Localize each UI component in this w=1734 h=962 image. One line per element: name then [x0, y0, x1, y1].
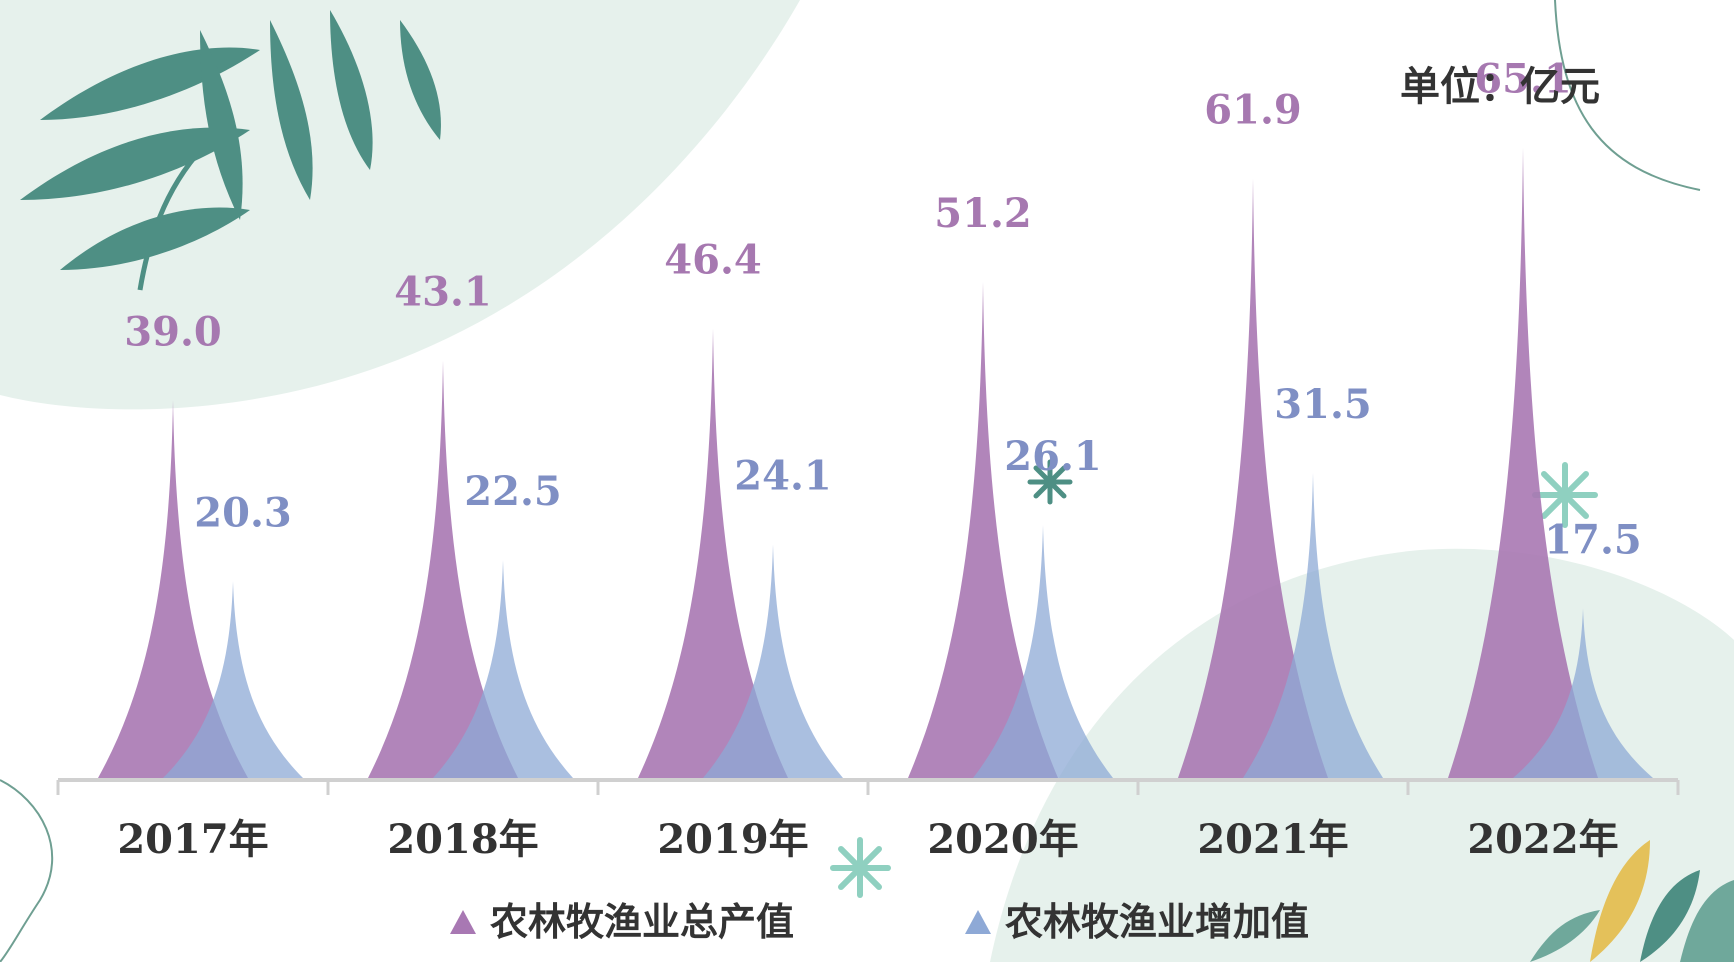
legend: 农林牧渔业总产值 农林牧渔业增加值	[450, 899, 1309, 944]
plant-decor-icon	[1530, 840, 1734, 962]
data-label-added-1: 22.5	[464, 468, 561, 515]
unit-label: 单位：亿元	[1400, 63, 1600, 110]
sparkle-icon	[1532, 462, 1598, 528]
legend-marker-added	[965, 910, 991, 934]
x-axis: 2017年 2018年 2019年 2020年 2021年 2022年	[56, 778, 1680, 863]
spike-added-0	[163, 581, 303, 778]
spike-output-1	[368, 360, 518, 778]
data-label-added-5: 17.5	[1544, 517, 1641, 564]
spike-added-1	[433, 560, 573, 778]
x-tick-label-2: 2019年	[657, 816, 808, 863]
data-label-output-4: 61.9	[1204, 86, 1301, 133]
x-tick-label-3: 2020年	[927, 816, 1078, 863]
spike-added-5	[1513, 608, 1653, 778]
sparkle-icon	[830, 837, 891, 898]
sparkle-icon	[1027, 459, 1073, 505]
data-label-output-5: 65.1	[1474, 55, 1571, 102]
spike-added-2	[703, 544, 843, 778]
spike-output-5	[1448, 147, 1598, 778]
leaf-decor-icon	[20, 10, 441, 291]
legend-label-added: 农林牧渔业增加值	[1005, 899, 1309, 944]
x-tick-label-4: 2021年	[1197, 816, 1348, 863]
legend-marker-output	[450, 910, 476, 934]
spike-output-4	[1178, 178, 1328, 778]
data-label-added-0: 20.3	[194, 489, 291, 536]
data-label-added-2: 24.1	[734, 453, 831, 500]
data-label-added-4: 31.5	[1274, 381, 1371, 428]
data-label-output-0: 39.0	[124, 308, 221, 355]
data-label-output-2: 46.4	[664, 237, 761, 284]
data-label-added-3: 26.1	[1004, 433, 1101, 480]
legend-label-output: 农林牧渔业总产值	[490, 899, 794, 944]
x-tick-label-1: 2018年	[387, 816, 538, 863]
spike-output-3	[908, 282, 1058, 778]
spike-output-2	[638, 328, 788, 778]
spike-output-0	[98, 400, 248, 778]
spike-added-4	[1243, 472, 1383, 778]
x-tick-label-0: 2017年	[117, 816, 268, 863]
data-label-output-1: 43.1	[394, 269, 491, 316]
x-tick-label-5: 2022年	[1467, 816, 1618, 863]
spike-added-3	[973, 525, 1113, 778]
data-marks: 39.0 20.3 43.1 22.5 46.4 24.1 51.2 26.1 61.9 31.5…	[98, 55, 1653, 778]
data-label-output-3: 51.2	[934, 190, 1031, 237]
